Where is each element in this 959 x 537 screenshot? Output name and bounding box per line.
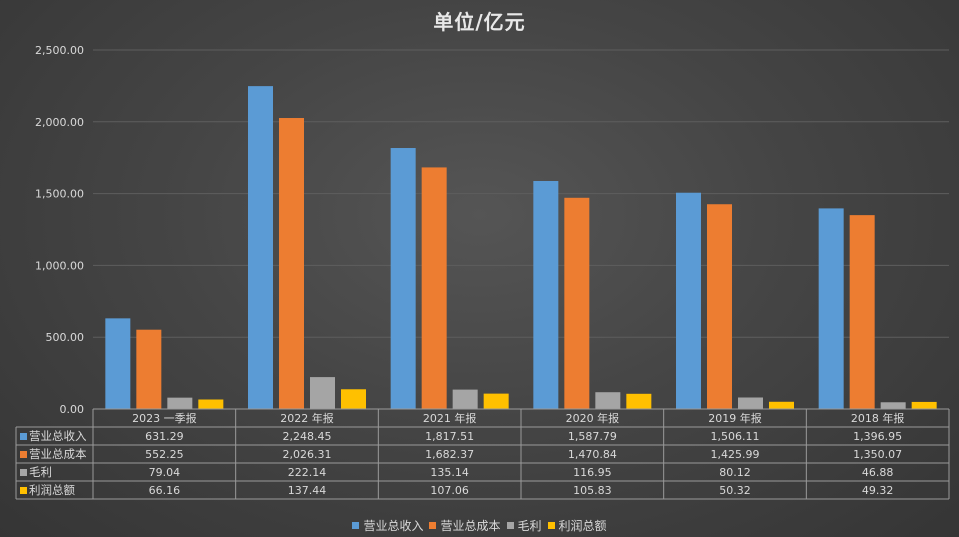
legend-label: 营业总成本 — [440, 519, 501, 533]
table-series-name: 毛利 — [29, 465, 52, 479]
legend-swatch — [547, 522, 555, 529]
table-value: 2,248.45 — [283, 430, 332, 443]
table-value: 1,817.51 — [425, 430, 474, 443]
bar — [676, 192, 701, 409]
table-value: 116.95 — [573, 466, 612, 479]
y-tick-label: 500.00 — [46, 331, 85, 344]
bar — [818, 208, 844, 409]
table-value: 105.83 — [573, 484, 612, 497]
bar — [136, 329, 162, 409]
legend-swatch — [429, 522, 437, 529]
bar — [105, 318, 131, 409]
bar — [390, 148, 416, 410]
table-value: 80.12 — [719, 466, 751, 479]
table-value: 1,470.84 — [568, 448, 617, 461]
table-value: 135.14 — [430, 466, 469, 479]
bar — [341, 389, 366, 409]
bar — [279, 118, 304, 409]
bar — [738, 397, 763, 409]
x-category-label: 2018 年报 — [851, 411, 905, 425]
bar — [564, 197, 590, 409]
x-category-label: 2019 年报 — [708, 411, 762, 425]
table-legend-key — [20, 487, 27, 494]
table-value: 66.16 — [149, 484, 181, 497]
x-category-label: 2022 年报 — [280, 411, 334, 425]
bar — [769, 401, 794, 409]
legend-item: 营业总成本 — [429, 517, 501, 534]
table-value: 1,682.37 — [425, 448, 474, 461]
table-series-name: 利润总额 — [29, 483, 75, 497]
x-category-label: 2021 年报 — [423, 411, 477, 425]
table-value: 1,425.99 — [711, 448, 760, 461]
y-tick-label: 2,500.00 — [35, 44, 84, 57]
table-value: 552.25 — [145, 448, 184, 461]
bar — [248, 86, 273, 409]
table-value: 1,587.79 — [568, 430, 617, 443]
table-series-name: 营业总收入 — [29, 429, 87, 443]
legend-label: 营业总收入 — [363, 519, 424, 533]
bar — [452, 389, 478, 409]
table-value: 107.06 — [430, 484, 469, 497]
legend: 营业总收入 营业总成本 毛利 利润总额 — [0, 517, 959, 534]
table-value: 137.44 — [288, 484, 327, 497]
chart-title: 单位/亿元 — [433, 10, 526, 34]
bar — [421, 167, 447, 409]
table-value: 50.32 — [719, 484, 751, 497]
y-tick-label: 0.00 — [60, 403, 85, 416]
legend-item: 利润总额 — [547, 517, 607, 534]
y-tick-label: 1,000.00 — [35, 259, 84, 272]
bar — [533, 180, 559, 409]
table-value: 49.32 — [862, 484, 894, 497]
bar — [198, 399, 224, 409]
bar — [595, 392, 621, 409]
y-tick-label: 1,500.00 — [35, 188, 84, 201]
table-series-name: 营业总成本 — [29, 447, 87, 461]
table-value: 631.29 — [145, 430, 184, 443]
bar — [483, 393, 509, 409]
bar — [626, 393, 652, 409]
bar — [707, 204, 732, 409]
table-legend-key — [20, 451, 27, 458]
table-value: 222.14 — [288, 466, 327, 479]
y-tick-label: 2,000.00 — [35, 116, 84, 129]
table-legend-key — [20, 433, 27, 440]
x-category-label: 2023 一季报 — [132, 411, 197, 425]
table-value: 46.88 — [862, 466, 894, 479]
bar — [167, 397, 193, 409]
table-value: 1,506.11 — [711, 430, 760, 443]
legend-label: 利润总额 — [558, 519, 607, 533]
bar — [880, 402, 906, 409]
table-value: 79.04 — [149, 466, 181, 479]
bar — [911, 401, 937, 409]
x-category-label: 2020 年报 — [566, 411, 620, 425]
table-legend-key — [20, 469, 27, 476]
legend-swatch — [506, 522, 514, 529]
legend-swatch — [352, 522, 360, 529]
table-value: 1,396.95 — [853, 430, 902, 443]
legend-item: 营业总收入 — [352, 517, 423, 534]
bar — [310, 377, 335, 409]
bar — [849, 215, 875, 409]
table-value: 2,026.31 — [283, 448, 332, 461]
legend-item: 毛利 — [506, 517, 542, 534]
table-value: 1,350.07 — [853, 448, 902, 461]
chart-plot: 0.00 500.00 1,000.00 1,500.00 2,000.00 2,500.… — [15, 44, 950, 500]
legend-label: 毛利 — [517, 519, 542, 533]
